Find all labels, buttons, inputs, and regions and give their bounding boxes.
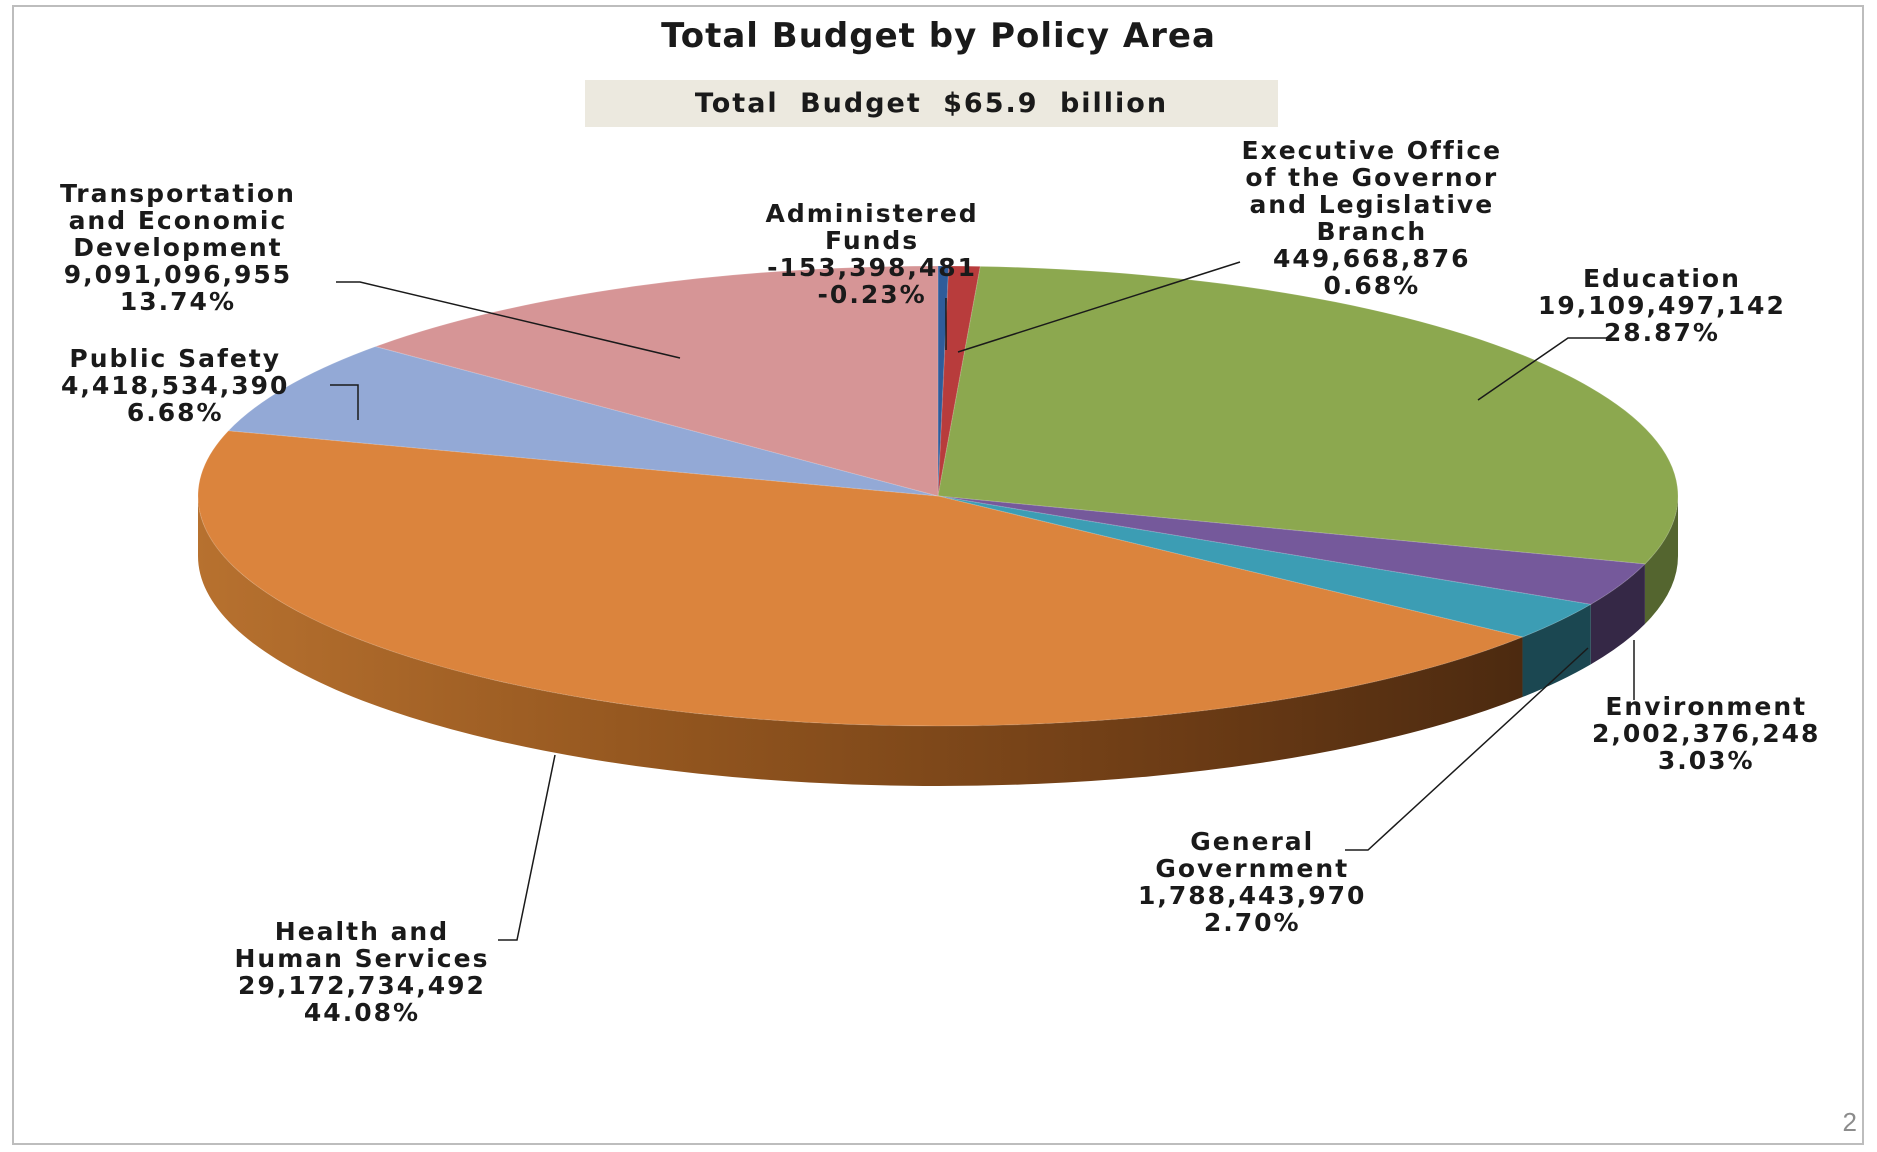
label-administered-name: Administered — [765, 199, 979, 228]
label-health-value: 29,172,734,492 — [238, 971, 486, 1000]
label-executive: Executive Office of the Governor and Legis… — [1242, 137, 1503, 299]
label-executive-name: and Legislative — [1249, 190, 1495, 219]
side-wall-education — [1644, 496, 1678, 625]
label-transportation: Transportation and Economic Development 9,0… — [60, 180, 296, 315]
label-executive-name: Executive Office — [1241, 136, 1503, 165]
label-transportation-name: and Economic — [68, 206, 288, 235]
total-budget-banner: Total Budget $65.9 billion — [585, 80, 1278, 127]
label-health-percent: 44.08% — [303, 998, 421, 1027]
slice-health — [197, 430, 1525, 727]
label-environment-name: Environment — [1605, 692, 1808, 721]
label-administered-value: -153,398,481 — [767, 253, 978, 282]
label-administered-percent: -0.23% — [817, 280, 927, 309]
label-executive-value: 449,668,876 — [1273, 244, 1471, 273]
slice-environment — [937, 495, 1647, 605]
leader-lines — [330, 261, 1635, 941]
label-education-name: Education — [1582, 264, 1741, 293]
label-transportation-name: Transportation — [60, 179, 296, 208]
label-education-value: 19,109,497,142 — [1538, 291, 1786, 320]
leader-line-general — [1345, 647, 1589, 851]
leader-line-transportation — [336, 281, 681, 359]
pie-side-walls — [198, 496, 1678, 786]
label-health-name: Human Services — [234, 944, 490, 973]
pie-top-slices — [197, 265, 1679, 727]
slice-transportation — [373, 265, 939, 497]
label-public_safety-name: Public Safety — [69, 344, 282, 373]
label-environment-percent: 3.03% — [1657, 746, 1755, 775]
label-general-name: General — [1190, 827, 1315, 856]
label-transportation-name: Development — [73, 233, 283, 262]
label-administered: Administered Funds -153,398,481 -0.23% — [766, 200, 979, 308]
label-general-percent: 2.70% — [1203, 908, 1301, 937]
label-transportation-percent: 13.74% — [119, 287, 237, 316]
label-transportation-value: 9,091,096,955 — [63, 260, 293, 289]
slice-education — [937, 265, 1679, 565]
side-wall-environment — [1590, 564, 1645, 665]
label-public_safety-percent: 6.68% — [126, 398, 224, 427]
label-public_safety-value: 4,418,534,390 — [61, 371, 290, 400]
leader-line-health — [498, 754, 556, 941]
chart-title: Total Budget by Policy Area — [661, 16, 1216, 56]
label-general: General Government 1,788,443,970 2.70% — [1138, 828, 1366, 936]
label-executive-name: of the Governor — [1245, 163, 1499, 192]
label-executive-percent: 0.68% — [1323, 271, 1421, 300]
side-wall-health — [198, 496, 1523, 786]
label-executive-name: Branch — [1316, 217, 1428, 246]
slice-general — [937, 495, 1593, 638]
label-education-percent: 28.87% — [1603, 318, 1720, 347]
label-health-name: Health and — [274, 917, 450, 946]
label-administered-name: Funds — [824, 226, 920, 255]
label-education: Education 19,109,497,142 28.87% — [1538, 265, 1786, 346]
label-public_safety: Public Safety 4,418,534,390 6.68% — [61, 345, 289, 426]
label-health: Health and Human Services 29,172,734,492 44… — [235, 918, 490, 1026]
leader-line-public_safety — [330, 384, 359, 420]
label-environment: Environment 2,002,376,248 3.03% — [1592, 693, 1820, 774]
label-general-name: Government — [1155, 854, 1350, 883]
leader-line-executive — [957, 261, 1241, 353]
slice-executive — [937, 265, 981, 497]
side-wall-general — [1522, 604, 1591, 698]
page-number: 2 — [1842, 1107, 1857, 1137]
label-general-value: 1,788,443,970 — [1138, 881, 1367, 910]
leader-line-education — [1477, 337, 1608, 401]
label-environment-value: 2,002,376,248 — [1592, 719, 1821, 748]
slice-public_safety — [227, 345, 939, 497]
